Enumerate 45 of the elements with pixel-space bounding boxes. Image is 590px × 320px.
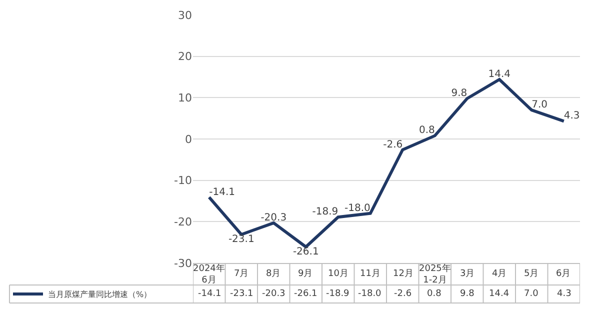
- y-tick-label: 30: [178, 8, 192, 22]
- data-label: -14.1: [198, 289, 222, 299]
- y-tick-label: 20: [178, 50, 192, 64]
- text: 14.4: [488, 68, 511, 80]
- text: -14.1: [209, 186, 236, 198]
- x-tick-label: 2024年 6月: [193, 263, 225, 286]
- x-tick-label: 11月: [360, 269, 380, 279]
- data-label: 9.8: [460, 289, 475, 299]
- y-tick-label: 10: [178, 92, 192, 105]
- text: 0.8: [418, 125, 435, 136]
- legend-label: 当月原煤产量同比增速（%）: [48, 290, 152, 300]
- x-tick-label: 9月: [298, 269, 313, 279]
- text: 7.0: [532, 100, 548, 111]
- text: -18.9: [312, 206, 338, 218]
- y-tick-label: 0: [185, 132, 192, 146]
- x-tick-label: 6月: [556, 269, 571, 279]
- data-label: 14.4: [489, 289, 510, 299]
- text: 4.3: [564, 110, 580, 122]
- x-tick-label: 12月: [393, 269, 414, 279]
- data-label: -18.0: [358, 289, 382, 299]
- y-tick-label: -30: [174, 256, 192, 270]
- x-tick-label: 8月: [266, 269, 281, 279]
- data-label: -23.1: [230, 289, 254, 299]
- data-label: 7.0: [524, 289, 539, 299]
- text: -2.6: [383, 139, 403, 150]
- x-tick-label: 5月: [524, 269, 539, 279]
- y-tick-label: -10: [174, 174, 192, 188]
- line-series: [208, 78, 566, 248]
- text: -23.1: [228, 234, 254, 245]
- x-tick-label: 7月: [234, 269, 249, 279]
- data-label: -20.3: [262, 289, 286, 299]
- x-tick-label: 3月: [460, 269, 475, 279]
- x-tick-label: 2025年 1-2月: [419, 263, 451, 286]
- text: -26.1: [292, 246, 319, 258]
- data-label: -18.9: [326, 289, 350, 299]
- data-label: -26.1: [294, 289, 318, 299]
- x-tick-label: 10月: [328, 269, 348, 279]
- text: -20.3: [260, 212, 287, 224]
- data-label: 0.8: [427, 289, 442, 299]
- text: 9.8: [451, 88, 468, 99]
- data-label: 4.3: [557, 289, 572, 299]
- x-tick-label: 4月: [492, 269, 507, 279]
- y-tick-label: -20: [174, 216, 192, 229]
- data-label: -2.6: [394, 289, 412, 299]
- text: -18.0: [344, 202, 370, 214]
